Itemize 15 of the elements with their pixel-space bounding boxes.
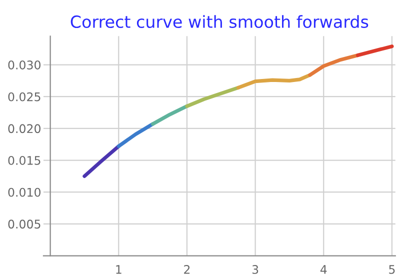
line-series (185, 86, 240, 108)
x-tick-label: 1 (116, 265, 122, 274)
x-tick-label: 4 (320, 265, 327, 274)
y-tick-label: 0.010 (8, 188, 40, 197)
y-tick-label: 0.025 (8, 92, 40, 102)
y-tick-label: 0.030 (8, 60, 40, 70)
y-tick-label: 0.015 (8, 156, 40, 165)
x-tick-label: 2 (184, 264, 190, 274)
x-tick-label: 5 (389, 265, 395, 274)
y-tick-label: 0.005 (8, 220, 40, 229)
x-tick-label: 3 (252, 264, 258, 274)
line-series (308, 53, 360, 77)
line-series (236, 73, 312, 90)
y-tick-label: 0.020 (8, 124, 40, 134)
chart-title: Correct curve with smooth forwards (70, 15, 368, 28)
